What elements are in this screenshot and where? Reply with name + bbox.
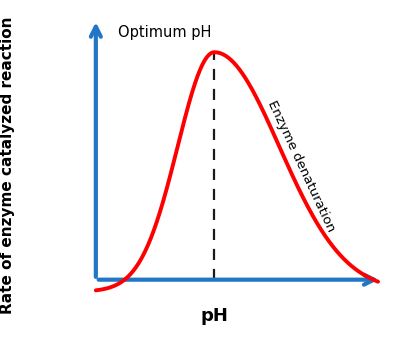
Text: pH: pH [200, 307, 228, 325]
Text: Enzyme denaturation: Enzyme denaturation [266, 98, 338, 234]
Text: Optimum pH: Optimum pH [118, 25, 211, 40]
Text: Rate of enzyme catalyzed reaction: Rate of enzyme catalyzed reaction [0, 17, 16, 314]
